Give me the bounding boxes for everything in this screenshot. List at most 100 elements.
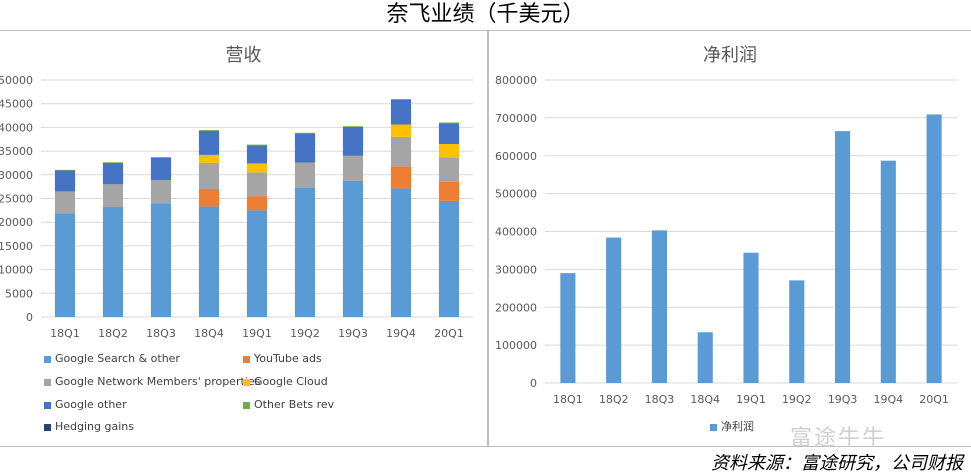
net-income-chart-title: 净利润 bbox=[703, 45, 757, 66]
net-income-legend-item: 净利润 bbox=[710, 418, 754, 434]
revenue-bar-18Q3-s0 bbox=[150, 203, 172, 317]
net-income-x-tick-label: 18Q4 bbox=[690, 393, 720, 406]
revenue-legend-label: Google other bbox=[55, 398, 127, 411]
revenue-legend-item: Other Bets rev bbox=[243, 398, 334, 411]
net-income-legend-label: 净利润 bbox=[721, 420, 754, 433]
page-title: 奈飞业绩（千美元） bbox=[386, 2, 585, 27]
net-income-y-tick-label: 700000 bbox=[495, 112, 537, 125]
revenue-x-tick-label: 19Q3 bbox=[338, 327, 368, 340]
revenue-bar-18Q3-s5 bbox=[150, 157, 172, 158]
net-income-bar-18Q1-s0 bbox=[560, 273, 576, 383]
revenue-legend-item: Google other bbox=[44, 398, 127, 411]
revenue-legend-swatch bbox=[243, 355, 250, 363]
net-income-y-tick-label: 400000 bbox=[495, 226, 537, 239]
revenue-bar-20Q1-s1 bbox=[438, 181, 460, 201]
net-income-bar-18Q4-s0 bbox=[697, 332, 713, 383]
revenue-bar-19Q1-s3 bbox=[246, 163, 268, 173]
revenue-bar-18Q4-s5 bbox=[198, 130, 220, 131]
net-income-chart: 0 100000 200000 300000 400000 500000 600000 700… bbox=[495, 74, 957, 406]
revenue-legend-swatch bbox=[44, 423, 51, 431]
net-income-y-tick-label: 200000 bbox=[495, 301, 537, 314]
net-income-y-tick-label: 800000 bbox=[495, 74, 537, 87]
net-income-x-tick-label: 19Q3 bbox=[828, 393, 858, 406]
revenue-bar-18Q2-s4 bbox=[102, 162, 124, 185]
net-income-bar-19Q2-s0 bbox=[789, 280, 805, 383]
net-income-x-tick-label: 18Q1 bbox=[553, 393, 583, 406]
revenue-y-tick-label: 40000 bbox=[0, 121, 33, 134]
revenue-bar-19Q3-s2 bbox=[342, 155, 364, 181]
revenue-y-tick-label: 30000 bbox=[0, 169, 33, 182]
revenue-bar-18Q3-s2 bbox=[150, 180, 172, 204]
revenue-bar-19Q1-s2 bbox=[246, 172, 268, 197]
revenue-bar-18Q2-s0 bbox=[102, 207, 124, 317]
net-income-bar-20Q1-s0 bbox=[926, 114, 942, 383]
revenue-legend-item: Google Network Members' properties bbox=[44, 375, 260, 388]
revenue-legend-label: Hedging gains bbox=[55, 420, 134, 433]
revenue-bar-18Q4-s1 bbox=[198, 189, 220, 207]
revenue-chart-title: 营收 bbox=[225, 45, 262, 66]
revenue-x-tick-label: 18Q2 bbox=[98, 327, 128, 340]
revenue-legend-item: Hedging gains bbox=[44, 420, 134, 433]
source-note: 资料来源：富途研究，公司财报 bbox=[711, 453, 963, 474]
net-income-y-tick-label: 300000 bbox=[495, 263, 537, 276]
revenue-y-tick-label: 5000 bbox=[5, 287, 33, 300]
net-income-x-tick-label: 18Q3 bbox=[645, 393, 675, 406]
revenue-bar-19Q3-s4 bbox=[342, 126, 364, 156]
revenue-bar-19Q3-s5 bbox=[342, 126, 364, 127]
net-income-bar-18Q3-s0 bbox=[651, 230, 667, 383]
revenue-bar-19Q1-s1 bbox=[246, 196, 268, 211]
revenue-legend-item: Google Cloud bbox=[243, 375, 328, 388]
revenue-legend-swatch bbox=[243, 401, 250, 409]
revenue-legend-swatch bbox=[243, 378, 250, 386]
revenue-bar-19Q4-s1 bbox=[390, 166, 412, 189]
revenue-bar-19Q4-s0 bbox=[390, 188, 412, 317]
revenue-bar-18Q1-s0 bbox=[54, 213, 76, 317]
revenue-bar-20Q1-s5 bbox=[438, 122, 460, 124]
revenue-bar-19Q4-s2 bbox=[390, 136, 412, 167]
net-income-y-tick-label: 0 bbox=[530, 377, 537, 390]
revenue-bar-19Q4-s3 bbox=[390, 124, 412, 137]
revenue-bar-19Q2-s4 bbox=[294, 133, 316, 163]
net-income-x-tick-label: 19Q1 bbox=[736, 393, 766, 406]
revenue-y-tick-label: 35000 bbox=[0, 145, 33, 158]
revenue-x-tick-label: 20Q1 bbox=[434, 327, 464, 340]
revenue-bar-19Q3-s0 bbox=[342, 180, 364, 317]
revenue-y-tick-label: 20000 bbox=[0, 216, 33, 229]
revenue-legend-swatch bbox=[44, 378, 51, 386]
revenue-bar-20Q1-s4 bbox=[438, 123, 460, 144]
revenue-x-tick-label: 19Q4 bbox=[386, 327, 416, 340]
revenue-y-tick-label: 25000 bbox=[0, 193, 33, 206]
net-income-y-tick-label: 100000 bbox=[495, 339, 537, 352]
revenue-legend-label: Other Bets rev bbox=[254, 398, 335, 411]
revenue-bar-18Q2-s2 bbox=[102, 184, 124, 208]
revenue-bar-19Q2-s2 bbox=[294, 162, 316, 188]
net-income-x-tick-label: 20Q1 bbox=[919, 393, 949, 406]
revenue-bar-19Q4-s5 bbox=[390, 98, 412, 100]
revenue-legend-label: YouTube ads bbox=[254, 352, 322, 365]
revenue-bar-19Q1-s4 bbox=[246, 145, 268, 164]
revenue-legend-label: Google Network Members' properties bbox=[55, 375, 261, 388]
revenue-legend-swatch bbox=[44, 401, 51, 409]
revenue-legend-label: Google Cloud bbox=[254, 375, 328, 388]
revenue-y-tick-label: 10000 bbox=[0, 264, 33, 277]
revenue-y-tick-label: 15000 bbox=[0, 240, 33, 253]
net-income-x-tick-label: 19Q2 bbox=[782, 393, 812, 406]
revenue-y-tick-label: 45000 bbox=[0, 98, 33, 111]
revenue-x-tick-label: 18Q4 bbox=[194, 327, 224, 340]
panel-divider bbox=[487, 31, 489, 446]
revenue-bar-18Q3-s4 bbox=[150, 157, 172, 181]
revenue-legend-swatch bbox=[44, 355, 51, 363]
revenue-bar-18Q4-s4 bbox=[198, 130, 220, 155]
revenue-bar-18Q1-s4 bbox=[54, 170, 76, 192]
revenue-bar-19Q2-s5 bbox=[294, 132, 316, 134]
revenue-y-tick-label: 50000 bbox=[0, 74, 33, 87]
net-income-x-tick-label: 18Q2 bbox=[599, 393, 629, 406]
revenue-bar-18Q1-s5 bbox=[54, 169, 76, 171]
revenue-bar-19Q2-s0 bbox=[294, 187, 316, 317]
revenue-x-tick-label: 19Q2 bbox=[290, 327, 320, 340]
revenue-bar-19Q1-s5 bbox=[246, 144, 268, 146]
revenue-legend-item: YouTube ads bbox=[243, 352, 322, 365]
net-income-y-tick-label: 500000 bbox=[495, 188, 537, 201]
net-income-legend-swatch bbox=[710, 423, 717, 431]
revenue-legend-item: Google Search & other bbox=[44, 352, 180, 365]
